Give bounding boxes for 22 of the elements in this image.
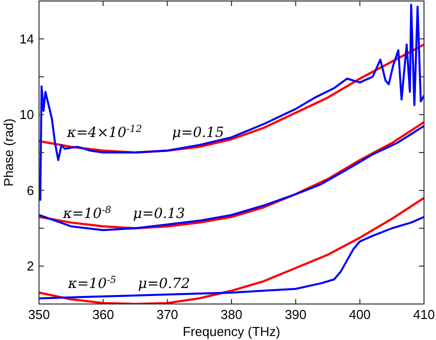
annotation: κ=4×10$^{-12}$ — [66, 124, 142, 141]
line-series — [39, 43, 424, 154]
y-tick-label: 6 — [26, 182, 34, 198]
annotation: μ=0.13 — [133, 206, 186, 222]
x-tick-label: 360 — [92, 307, 114, 322]
line-series — [39, 4, 424, 201]
x-axis-title: Frequency (THz) — [182, 324, 280, 339]
annotation: κ=10$^{-8}$ — [62, 204, 112, 222]
annotation: μ=0.72 — [138, 276, 190, 292]
y-tick-label: 10 — [20, 107, 34, 122]
line-series — [39, 196, 424, 304]
annotation: μ=0.15 — [172, 125, 224, 141]
y-axis-title: Phase (rad) — [1, 118, 16, 186]
x-tick-label: 350 — [28, 307, 50, 322]
x-tick-label: 390 — [284, 307, 307, 322]
y-tick-label: 14 — [20, 31, 34, 46]
x-tick-label: 400 — [348, 307, 371, 322]
x-tick-label: 370 — [156, 307, 178, 322]
x-tick-label: 380 — [220, 307, 242, 322]
x-tick-label: 410 — [413, 307, 435, 322]
y-tick-label: 2 — [26, 258, 34, 274]
annotation: κ=10$^{-5}$ — [67, 274, 116, 292]
